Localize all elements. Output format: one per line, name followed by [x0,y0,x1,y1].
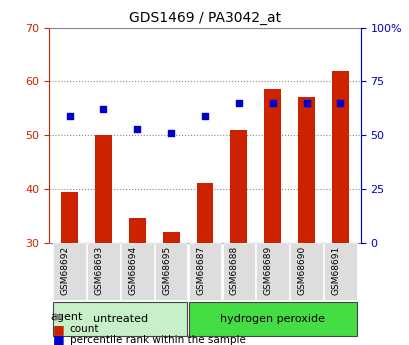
Bar [162,232,179,243]
Text: percentile rank within the sample: percentile rank within the sample [70,335,245,345]
Text: ■: ■ [53,323,65,336]
Point [66,113,73,118]
Text: GSM68689: GSM68689 [263,245,272,295]
Text: hydrogen peroxide: hydrogen peroxide [220,314,324,324]
FancyBboxPatch shape [222,243,254,300]
Point [134,126,140,131]
FancyBboxPatch shape [53,302,187,336]
Point [100,107,106,112]
FancyBboxPatch shape [121,243,153,300]
Bar [297,97,314,243]
Text: GSM68687: GSM68687 [196,245,204,295]
FancyBboxPatch shape [87,243,119,300]
Text: GSM68695: GSM68695 [162,245,171,295]
Text: GSM68688: GSM68688 [229,245,238,295]
Text: GSM68693: GSM68693 [94,245,103,295]
Bar [196,184,213,243]
Text: GSM68691: GSM68691 [330,245,339,295]
Point [235,100,242,106]
Point [336,100,343,106]
FancyBboxPatch shape [324,243,356,300]
Text: ■: ■ [53,333,65,345]
FancyBboxPatch shape [53,243,85,300]
Text: count: count [70,325,99,334]
FancyBboxPatch shape [290,243,322,300]
Point [167,130,174,136]
Point [303,100,309,106]
Bar [95,135,112,243]
FancyBboxPatch shape [155,243,187,300]
Bar [331,71,348,243]
Text: GSM68690: GSM68690 [297,245,306,295]
Text: untreated: untreated [92,314,148,324]
Title: GDS1469 / PA3042_at: GDS1469 / PA3042_at [128,11,281,25]
Text: agent: agent [50,312,82,322]
Point [269,100,275,106]
Bar [61,191,78,243]
FancyBboxPatch shape [256,243,288,300]
FancyBboxPatch shape [188,302,356,336]
Point [201,113,208,118]
Bar [230,130,247,243]
Bar [128,218,145,243]
Text: GSM68694: GSM68694 [128,245,137,295]
Bar [264,89,281,243]
Text: GSM68692: GSM68692 [61,245,70,295]
FancyBboxPatch shape [188,243,221,300]
